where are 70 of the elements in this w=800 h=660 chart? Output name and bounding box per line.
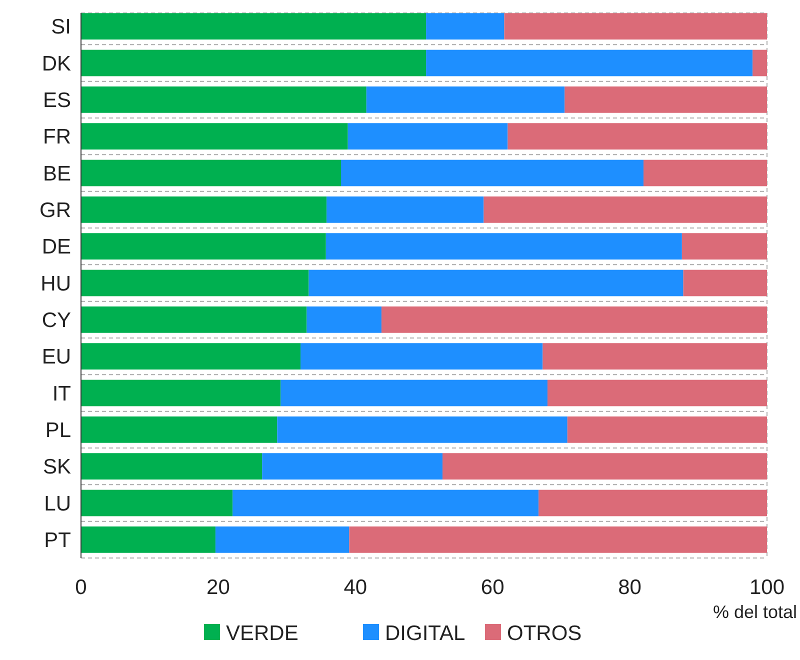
bar	[308, 270, 684, 296]
bar	[547, 380, 767, 406]
bar	[542, 343, 767, 370]
x-tick-label: 60	[480, 576, 504, 599]
x-tick-label: 40	[344, 576, 368, 599]
bar	[504, 13, 767, 40]
y-tick-label: GR	[40, 199, 71, 222]
bar	[683, 270, 767, 296]
y-tick-label: IT	[52, 382, 72, 406]
y-tick-label: SK	[42, 456, 71, 479]
bar	[81, 50, 426, 76]
x-tick-label: 80	[618, 576, 642, 599]
bar	[81, 343, 301, 370]
bar	[426, 13, 504, 40]
bar	[81, 453, 262, 480]
bar	[81, 306, 307, 333]
y-tick-label: PT	[44, 529, 72, 552]
bar	[326, 233, 682, 260]
y-tick-label: DE	[42, 236, 71, 259]
bar	[306, 306, 382, 333]
bar	[81, 86, 366, 113]
bar	[215, 526, 350, 553]
y-tick-label: CY	[42, 309, 71, 332]
bar	[538, 490, 767, 516]
x-tick-label: 100	[749, 576, 785, 599]
bar	[348, 123, 508, 150]
bar	[752, 50, 767, 76]
bar	[277, 416, 568, 443]
y-tick-label: PL	[45, 419, 71, 442]
x-axis-title: % del total	[712, 602, 797, 622]
bar	[484, 196, 767, 223]
y-tick-label: FR	[43, 126, 71, 149]
legend-label: OTROS	[507, 622, 582, 645]
bar	[81, 380, 281, 406]
bar	[442, 453, 767, 480]
bar	[262, 453, 443, 480]
bar	[81, 490, 233, 516]
bar	[381, 306, 767, 333]
y-tick-label: ES	[42, 89, 71, 112]
bar	[567, 416, 767, 443]
bar	[81, 416, 278, 443]
bar	[366, 86, 565, 113]
y-tick-label: DK	[42, 52, 71, 76]
y-tick-label: BE	[42, 162, 71, 186]
y-tick-label: EU	[42, 346, 71, 369]
bar	[682, 233, 767, 260]
bar	[81, 13, 426, 40]
bar	[280, 380, 548, 406]
bar	[340, 160, 644, 186]
x-tick-label: 20	[206, 576, 230, 599]
bar	[508, 123, 767, 150]
bar	[232, 490, 539, 516]
bar	[81, 123, 348, 150]
bar	[564, 86, 767, 113]
bar	[81, 526, 216, 553]
bar	[81, 270, 309, 296]
bar	[81, 196, 327, 223]
bar	[300, 343, 543, 370]
y-tick-label: HU	[40, 272, 71, 296]
bar	[349, 526, 767, 553]
y-tick-label: LU	[44, 492, 71, 516]
bar	[426, 50, 753, 76]
legend-label: VERDE	[226, 622, 298, 645]
bar	[326, 196, 484, 223]
x-tick-label: 0	[75, 576, 87, 599]
bar	[81, 160, 341, 186]
bar	[81, 233, 326, 260]
y-tick-label: SI	[51, 16, 71, 39]
legend-label: DIGITAL	[385, 622, 466, 645]
bar	[644, 160, 767, 186]
